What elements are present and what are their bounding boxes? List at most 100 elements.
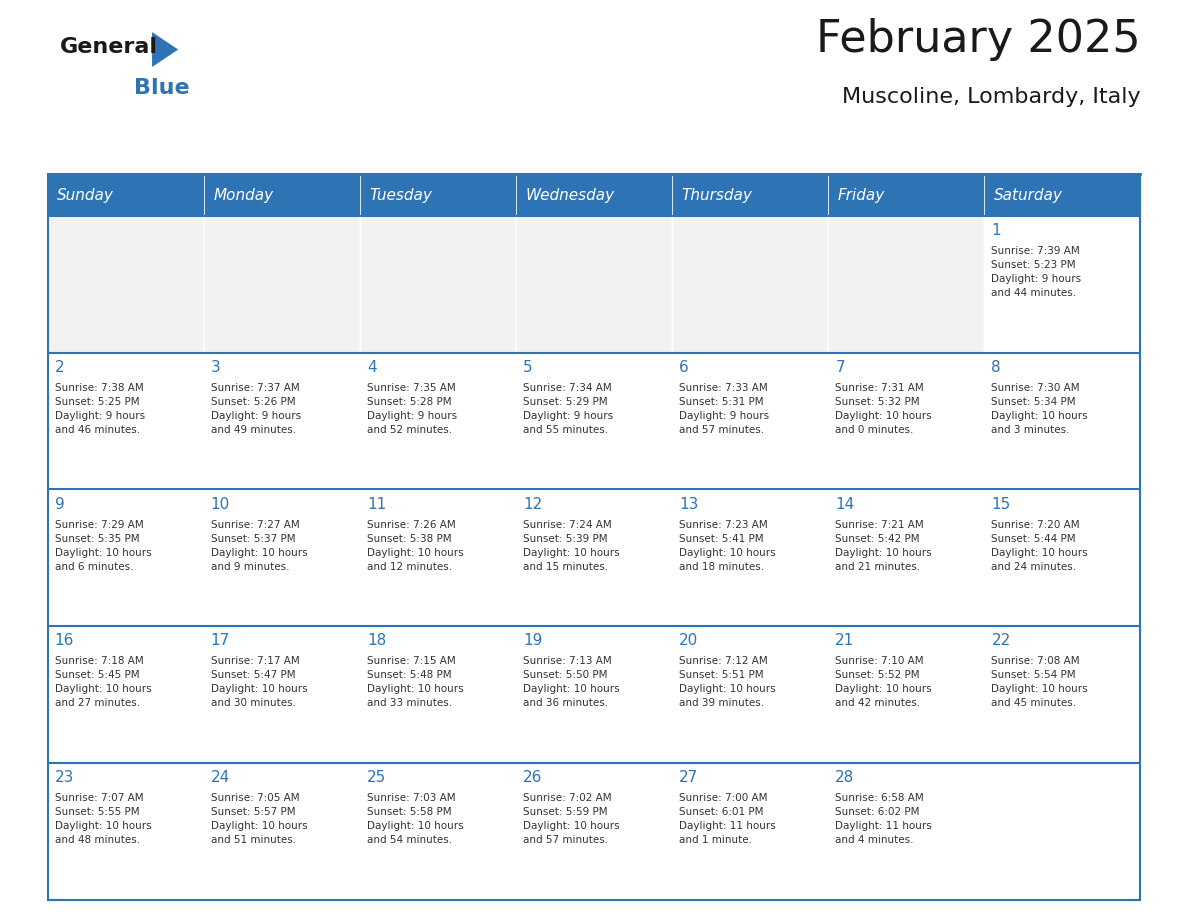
- FancyBboxPatch shape: [672, 763, 828, 900]
- Text: 28: 28: [835, 770, 854, 785]
- FancyBboxPatch shape: [516, 626, 672, 763]
- FancyBboxPatch shape: [203, 489, 360, 626]
- Text: 17: 17: [210, 633, 230, 648]
- Text: Sunrise: 7:35 AM
Sunset: 5:28 PM
Daylight: 9 hours
and 52 minutes.: Sunrise: 7:35 AM Sunset: 5:28 PM Dayligh…: [367, 383, 457, 435]
- Text: Sunrise: 7:27 AM
Sunset: 5:37 PM
Daylight: 10 hours
and 9 minutes.: Sunrise: 7:27 AM Sunset: 5:37 PM Dayligh…: [210, 520, 308, 572]
- Text: 18: 18: [367, 633, 386, 648]
- Text: Sunrise: 7:31 AM
Sunset: 5:32 PM
Daylight: 10 hours
and 0 minutes.: Sunrise: 7:31 AM Sunset: 5:32 PM Dayligh…: [835, 383, 931, 435]
- Text: Sunrise: 7:20 AM
Sunset: 5:44 PM
Daylight: 10 hours
and 24 minutes.: Sunrise: 7:20 AM Sunset: 5:44 PM Dayligh…: [992, 520, 1088, 572]
- Text: 26: 26: [523, 770, 543, 785]
- Text: Wednesday: Wednesday: [525, 187, 614, 203]
- Text: Tuesday: Tuesday: [369, 187, 432, 203]
- FancyBboxPatch shape: [360, 216, 516, 353]
- Text: 23: 23: [55, 770, 74, 785]
- FancyBboxPatch shape: [360, 353, 516, 489]
- Text: Sunrise: 7:00 AM
Sunset: 6:01 PM
Daylight: 11 hours
and 1 minute.: Sunrise: 7:00 AM Sunset: 6:01 PM Dayligh…: [680, 793, 776, 845]
- Text: 10: 10: [210, 497, 230, 511]
- Text: Saturday: Saturday: [994, 187, 1063, 203]
- FancyBboxPatch shape: [828, 353, 985, 489]
- FancyBboxPatch shape: [672, 626, 828, 763]
- Text: Sunrise: 7:37 AM
Sunset: 5:26 PM
Daylight: 9 hours
and 49 minutes.: Sunrise: 7:37 AM Sunset: 5:26 PM Dayligh…: [210, 383, 301, 435]
- Text: Sunrise: 7:33 AM
Sunset: 5:31 PM
Daylight: 9 hours
and 57 minutes.: Sunrise: 7:33 AM Sunset: 5:31 PM Dayligh…: [680, 383, 770, 435]
- Text: Sunrise: 7:15 AM
Sunset: 5:48 PM
Daylight: 10 hours
and 33 minutes.: Sunrise: 7:15 AM Sunset: 5:48 PM Dayligh…: [367, 656, 463, 709]
- Polygon shape: [152, 32, 178, 67]
- FancyBboxPatch shape: [672, 174, 828, 216]
- Text: Sunrise: 7:13 AM
Sunset: 5:50 PM
Daylight: 10 hours
and 36 minutes.: Sunrise: 7:13 AM Sunset: 5:50 PM Dayligh…: [523, 656, 620, 709]
- Text: 22: 22: [992, 633, 1011, 648]
- Text: 3: 3: [210, 360, 221, 375]
- Text: 4: 4: [367, 360, 377, 375]
- FancyBboxPatch shape: [985, 626, 1140, 763]
- Text: 24: 24: [210, 770, 230, 785]
- FancyBboxPatch shape: [360, 174, 516, 216]
- Text: 5: 5: [523, 360, 532, 375]
- FancyBboxPatch shape: [203, 763, 360, 900]
- FancyBboxPatch shape: [48, 174, 203, 216]
- FancyBboxPatch shape: [516, 763, 672, 900]
- Text: 7: 7: [835, 360, 845, 375]
- FancyBboxPatch shape: [48, 353, 203, 489]
- Text: Sunrise: 7:10 AM
Sunset: 5:52 PM
Daylight: 10 hours
and 42 minutes.: Sunrise: 7:10 AM Sunset: 5:52 PM Dayligh…: [835, 656, 931, 709]
- FancyBboxPatch shape: [828, 626, 985, 763]
- FancyBboxPatch shape: [203, 216, 360, 353]
- FancyBboxPatch shape: [48, 626, 203, 763]
- FancyBboxPatch shape: [985, 174, 1140, 216]
- Text: Blue: Blue: [134, 78, 190, 98]
- Text: 11: 11: [367, 497, 386, 511]
- FancyBboxPatch shape: [985, 353, 1140, 489]
- Text: 1: 1: [992, 223, 1001, 238]
- Text: Sunrise: 7:30 AM
Sunset: 5:34 PM
Daylight: 10 hours
and 3 minutes.: Sunrise: 7:30 AM Sunset: 5:34 PM Dayligh…: [992, 383, 1088, 435]
- Text: Friday: Friday: [838, 187, 885, 203]
- FancyBboxPatch shape: [360, 489, 516, 626]
- FancyBboxPatch shape: [985, 489, 1140, 626]
- Text: Sunrise: 7:05 AM
Sunset: 5:57 PM
Daylight: 10 hours
and 51 minutes.: Sunrise: 7:05 AM Sunset: 5:57 PM Dayligh…: [210, 793, 308, 845]
- Text: Sunday: Sunday: [57, 187, 114, 203]
- Text: 27: 27: [680, 770, 699, 785]
- FancyBboxPatch shape: [203, 626, 360, 763]
- Text: 20: 20: [680, 633, 699, 648]
- Text: Muscoline, Lombardy, Italy: Muscoline, Lombardy, Italy: [842, 87, 1140, 107]
- Text: 19: 19: [523, 633, 543, 648]
- FancyBboxPatch shape: [828, 216, 985, 353]
- Text: Sunrise: 7:38 AM
Sunset: 5:25 PM
Daylight: 9 hours
and 46 minutes.: Sunrise: 7:38 AM Sunset: 5:25 PM Dayligh…: [55, 383, 145, 435]
- Text: 6: 6: [680, 360, 689, 375]
- Text: 13: 13: [680, 497, 699, 511]
- Text: General: General: [59, 37, 157, 57]
- Text: 9: 9: [55, 497, 64, 511]
- Text: 12: 12: [523, 497, 542, 511]
- FancyBboxPatch shape: [985, 216, 1140, 353]
- FancyBboxPatch shape: [516, 174, 672, 216]
- Text: Sunrise: 7:17 AM
Sunset: 5:47 PM
Daylight: 10 hours
and 30 minutes.: Sunrise: 7:17 AM Sunset: 5:47 PM Dayligh…: [210, 656, 308, 709]
- Text: Sunrise: 7:34 AM
Sunset: 5:29 PM
Daylight: 9 hours
and 55 minutes.: Sunrise: 7:34 AM Sunset: 5:29 PM Dayligh…: [523, 383, 613, 435]
- FancyBboxPatch shape: [516, 353, 672, 489]
- FancyBboxPatch shape: [985, 763, 1140, 900]
- Text: 15: 15: [992, 497, 1011, 511]
- Text: Sunrise: 7:39 AM
Sunset: 5:23 PM
Daylight: 9 hours
and 44 minutes.: Sunrise: 7:39 AM Sunset: 5:23 PM Dayligh…: [992, 246, 1081, 298]
- Text: Sunrise: 7:07 AM
Sunset: 5:55 PM
Daylight: 10 hours
and 48 minutes.: Sunrise: 7:07 AM Sunset: 5:55 PM Dayligh…: [55, 793, 151, 845]
- FancyBboxPatch shape: [48, 763, 203, 900]
- Text: 25: 25: [367, 770, 386, 785]
- FancyBboxPatch shape: [828, 174, 985, 216]
- FancyBboxPatch shape: [203, 174, 360, 216]
- FancyBboxPatch shape: [828, 763, 985, 900]
- FancyBboxPatch shape: [516, 489, 672, 626]
- FancyBboxPatch shape: [360, 626, 516, 763]
- Text: Sunrise: 7:03 AM
Sunset: 5:58 PM
Daylight: 10 hours
and 54 minutes.: Sunrise: 7:03 AM Sunset: 5:58 PM Dayligh…: [367, 793, 463, 845]
- FancyBboxPatch shape: [672, 216, 828, 353]
- FancyBboxPatch shape: [828, 489, 985, 626]
- Text: 8: 8: [992, 360, 1001, 375]
- Text: Sunrise: 7:24 AM
Sunset: 5:39 PM
Daylight: 10 hours
and 15 minutes.: Sunrise: 7:24 AM Sunset: 5:39 PM Dayligh…: [523, 520, 620, 572]
- Text: February 2025: February 2025: [816, 18, 1140, 62]
- Text: Sunrise: 7:18 AM
Sunset: 5:45 PM
Daylight: 10 hours
and 27 minutes.: Sunrise: 7:18 AM Sunset: 5:45 PM Dayligh…: [55, 656, 151, 709]
- Text: Thursday: Thursday: [682, 187, 752, 203]
- Text: Sunrise: 7:21 AM
Sunset: 5:42 PM
Daylight: 10 hours
and 21 minutes.: Sunrise: 7:21 AM Sunset: 5:42 PM Dayligh…: [835, 520, 931, 572]
- Text: Sunrise: 7:26 AM
Sunset: 5:38 PM
Daylight: 10 hours
and 12 minutes.: Sunrise: 7:26 AM Sunset: 5:38 PM Dayligh…: [367, 520, 463, 572]
- FancyBboxPatch shape: [48, 489, 203, 626]
- Text: 2: 2: [55, 360, 64, 375]
- FancyBboxPatch shape: [48, 216, 203, 353]
- FancyBboxPatch shape: [360, 763, 516, 900]
- Text: Sunrise: 7:29 AM
Sunset: 5:35 PM
Daylight: 10 hours
and 6 minutes.: Sunrise: 7:29 AM Sunset: 5:35 PM Dayligh…: [55, 520, 151, 572]
- FancyBboxPatch shape: [672, 353, 828, 489]
- Text: Sunrise: 7:12 AM
Sunset: 5:51 PM
Daylight: 10 hours
and 39 minutes.: Sunrise: 7:12 AM Sunset: 5:51 PM Dayligh…: [680, 656, 776, 709]
- Text: Sunrise: 7:23 AM
Sunset: 5:41 PM
Daylight: 10 hours
and 18 minutes.: Sunrise: 7:23 AM Sunset: 5:41 PM Dayligh…: [680, 520, 776, 572]
